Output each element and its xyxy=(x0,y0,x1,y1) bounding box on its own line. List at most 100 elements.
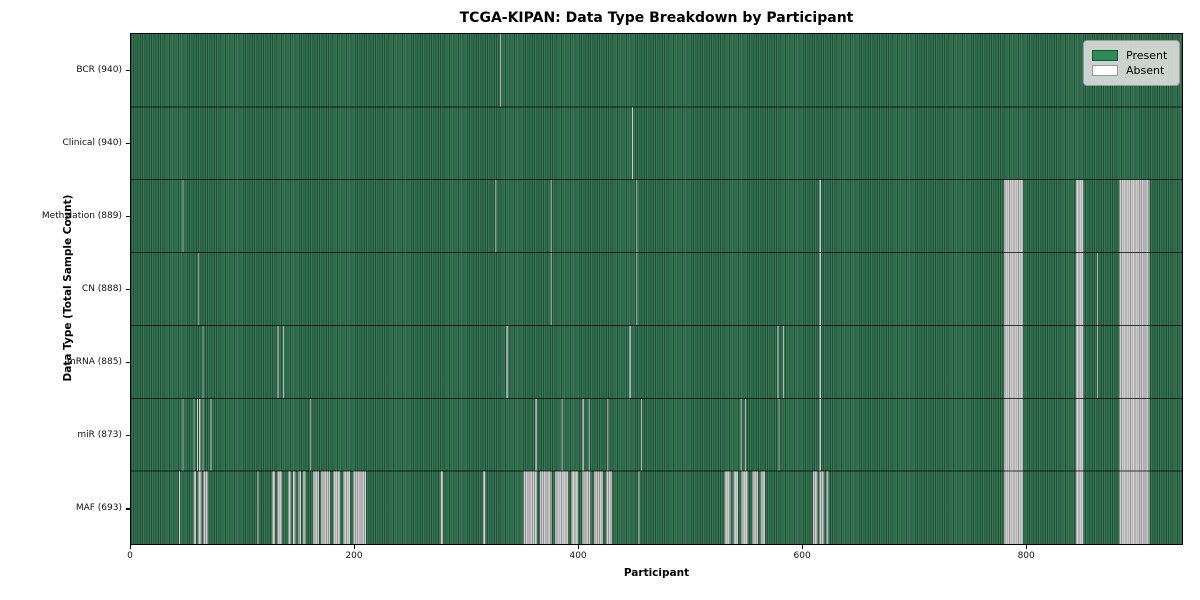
absent-stripe xyxy=(733,471,739,544)
x-axis-label: Participant xyxy=(623,567,690,579)
absent-stripe xyxy=(321,471,331,544)
absent-stripe xyxy=(819,252,821,326)
absent-stripe xyxy=(813,471,818,544)
absent-stripe xyxy=(550,179,552,253)
y-axis-label: Data Type (Total Sample Count) xyxy=(62,194,74,382)
x-tick-label: 0 xyxy=(127,551,133,561)
row-label: mRNA (885) xyxy=(67,357,122,368)
absent-stripe xyxy=(819,179,821,253)
absent-stripe xyxy=(550,252,552,326)
absent-stripe xyxy=(724,471,731,544)
absent-stripe xyxy=(313,471,319,544)
absent-stripe xyxy=(1004,252,1024,326)
absent-stripe xyxy=(607,398,609,472)
row-label: miR (873) xyxy=(77,430,122,441)
absent-stripe xyxy=(506,325,508,399)
absent-stripe xyxy=(1004,179,1024,253)
absent-stripe xyxy=(777,325,779,399)
absent-stripe xyxy=(303,471,306,544)
x-tick-label: 200 xyxy=(345,551,363,561)
absent-stripe xyxy=(582,471,591,544)
absent-stripe xyxy=(571,471,579,544)
y-tick-mark xyxy=(126,362,130,364)
absent-stripe xyxy=(535,398,537,472)
absent-stripe xyxy=(202,325,204,399)
absent-stripe xyxy=(293,471,296,544)
absent-stripe xyxy=(819,471,825,544)
absent-stripe xyxy=(741,471,749,544)
x-tick-mark xyxy=(354,545,356,549)
absent-stripe xyxy=(499,34,502,107)
heatmap-canvas xyxy=(131,34,1182,544)
y-tick-mark xyxy=(126,508,130,510)
absent-stripe xyxy=(198,252,200,326)
y-tick-mark xyxy=(126,215,130,218)
absent-stripe xyxy=(343,471,351,544)
y-tick-mark xyxy=(126,142,130,144)
absent-stripe xyxy=(1075,252,1084,326)
absent-stripe xyxy=(483,471,486,544)
absent-stripe xyxy=(744,398,746,472)
absent-stripe xyxy=(257,471,259,544)
heatmap-plot-area xyxy=(130,33,1183,545)
absent-stripe xyxy=(782,325,784,399)
absent-stripe xyxy=(1097,325,1099,399)
absent-stripe xyxy=(440,471,443,544)
absent-stripe xyxy=(740,398,742,472)
row-label: MAF (693) xyxy=(75,503,122,514)
absent-stripe xyxy=(277,325,279,399)
chart-title: TCGA-KIPAN: Data Type Breakdown by Parti… xyxy=(459,10,854,26)
absent-stripe xyxy=(636,252,638,326)
absent-stripe xyxy=(819,325,821,399)
y-tick-mark xyxy=(126,69,130,71)
absent-stripe xyxy=(1097,252,1099,326)
legend-swatch xyxy=(1092,65,1118,76)
absent-stripe xyxy=(582,398,584,472)
absent-stripe xyxy=(495,179,497,253)
x-tick-mark xyxy=(1026,545,1028,549)
absent-stripe xyxy=(554,471,569,544)
absent-stripe xyxy=(636,179,638,253)
absent-stripe xyxy=(198,471,202,544)
absent-stripe xyxy=(193,471,196,544)
legend-entry: Absent xyxy=(1092,64,1171,77)
x-tick-label: 800 xyxy=(1017,551,1035,561)
legend-entry: Present xyxy=(1092,49,1171,62)
absent-stripe xyxy=(283,325,285,399)
absent-stripe xyxy=(1119,398,1150,472)
absent-stripe xyxy=(333,471,341,544)
absent-stripe xyxy=(523,471,537,544)
absent-stripe xyxy=(778,398,780,472)
row-label: BCR (940) xyxy=(76,64,122,75)
absent-stripe xyxy=(193,398,195,472)
absent-stripe xyxy=(1075,179,1084,253)
y-tick-mark xyxy=(126,289,130,291)
absent-stripe xyxy=(298,471,301,544)
absent-stripe xyxy=(182,398,184,472)
absent-stripe xyxy=(606,471,612,544)
absent-stripe xyxy=(1119,325,1150,399)
absent-stripe xyxy=(629,325,631,399)
absent-stripe xyxy=(1119,471,1150,544)
x-tick-mark xyxy=(130,545,132,549)
legend-label: Absent xyxy=(1126,64,1165,77)
x-tick-label: 400 xyxy=(569,551,587,561)
y-tick-mark xyxy=(126,435,130,437)
absent-stripe xyxy=(1119,252,1150,326)
absent-stripe xyxy=(203,471,209,544)
absent-stripe xyxy=(638,471,640,544)
absent-stripe xyxy=(588,398,590,472)
absent-stripe xyxy=(1004,398,1024,472)
row-label: CN (888) xyxy=(81,284,122,294)
x-tick-label: 600 xyxy=(793,551,811,561)
absent-stripe xyxy=(561,398,563,472)
absent-stripe xyxy=(540,471,552,544)
x-tick-mark xyxy=(802,545,804,549)
absent-stripe xyxy=(271,471,276,544)
absent-stripe xyxy=(631,106,634,180)
absent-stripe xyxy=(353,471,366,544)
absent-stripe xyxy=(1004,325,1024,399)
absent-stripe xyxy=(199,398,201,472)
absent-stripe xyxy=(202,398,204,472)
